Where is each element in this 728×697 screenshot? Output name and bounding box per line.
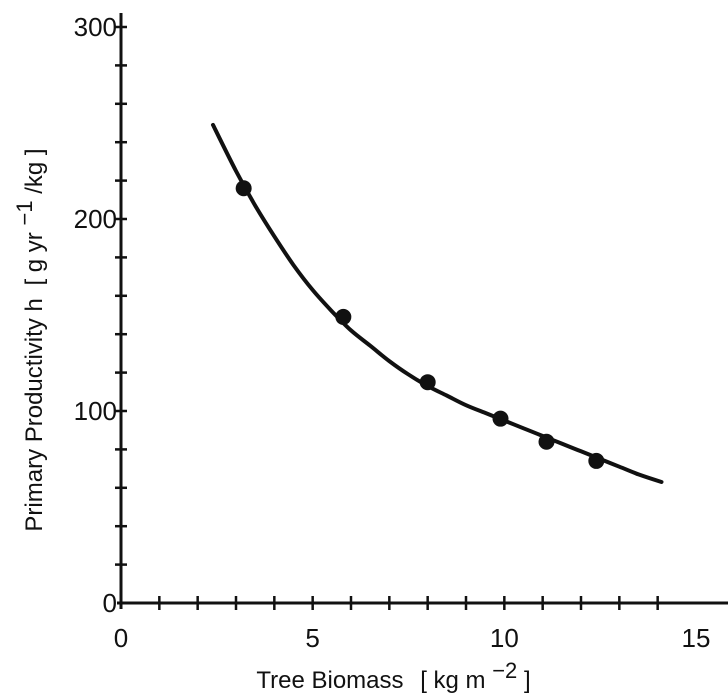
data-point	[419, 374, 436, 391]
y-tick-label: 0	[103, 588, 117, 618]
x-axis-unit-close: ]	[524, 667, 531, 694]
data-point	[335, 308, 352, 325]
x-tick-label: 5	[305, 623, 319, 653]
tick-labels: 0 5 10 15 0 100 200 300	[74, 12, 711, 653]
y-tick-label: 200	[74, 204, 117, 234]
y-axis-unit-exponent: −1	[12, 200, 37, 225]
data-point	[492, 410, 509, 427]
ticks	[115, 25, 659, 610]
data-points	[235, 180, 605, 469]
y-axis-unit-open: [ g yr	[21, 232, 48, 285]
x-axis-unit-exponent: −2	[492, 658, 517, 683]
data-point	[588, 452, 605, 469]
y-tick-label: 300	[74, 12, 117, 42]
x-tick-label: 10	[490, 623, 519, 653]
data-point	[538, 433, 555, 450]
x-axis-title: Tree Biomass [ kg m −2 ]	[256, 657, 530, 694]
x-tick-label: 0	[114, 623, 128, 653]
data-point	[235, 180, 252, 197]
x-tick-label: 15	[682, 623, 711, 653]
y-tick-label: 100	[74, 396, 117, 426]
axes	[117, 13, 728, 609]
x-axis-unit-open: [ kg m	[420, 667, 485, 694]
y-axis-title: Primary Productivity h [ g yr −1 /kg ]	[11, 148, 48, 531]
y-axis-unit-close: /kg ]	[21, 148, 48, 193]
fitted-curve	[211, 122, 664, 484]
y-axis-label: Primary Productivity h	[21, 298, 48, 531]
x-axis-label: Tree Biomass	[256, 667, 403, 694]
